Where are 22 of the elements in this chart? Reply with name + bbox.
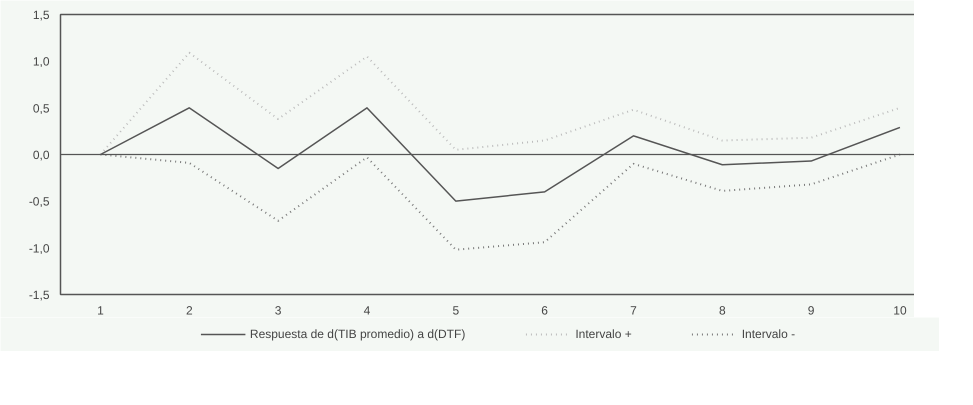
x-tick-label: 10 (893, 304, 907, 318)
y-tick-label: 0,0 (32, 148, 50, 162)
line-series (99, 52, 901, 156)
y-tick-label: -0,5 (28, 194, 50, 209)
y-tick-label: -1,5 (28, 288, 50, 302)
x-tick-label: 1 (97, 304, 104, 318)
y-tick-label: 0,5 (32, 101, 50, 116)
x-tick-label: 2 (186, 304, 193, 318)
x-tick-label: 7 (630, 304, 638, 318)
legend-label: Intervalo + (575, 327, 632, 341)
y-tick-label: 1,5 (32, 8, 50, 22)
legend-label: Respuesta de d(TIB promedio) a d(DTF) (250, 327, 466, 341)
legend-label: Intervalo - (742, 327, 796, 341)
x-tick-label: 5 (452, 304, 460, 318)
y-tick-label: 1,0 (32, 54, 50, 69)
x-tick-label: 8 (718, 304, 726, 318)
x-tick-label: 6 (541, 304, 548, 318)
x-tick-label: 4 (364, 304, 371, 318)
y-tick-label: -1,0 (28, 241, 50, 256)
x-tick-label: 9 (808, 304, 815, 318)
line-series (99, 154, 901, 251)
x-tick-label: 3 (274, 304, 282, 318)
